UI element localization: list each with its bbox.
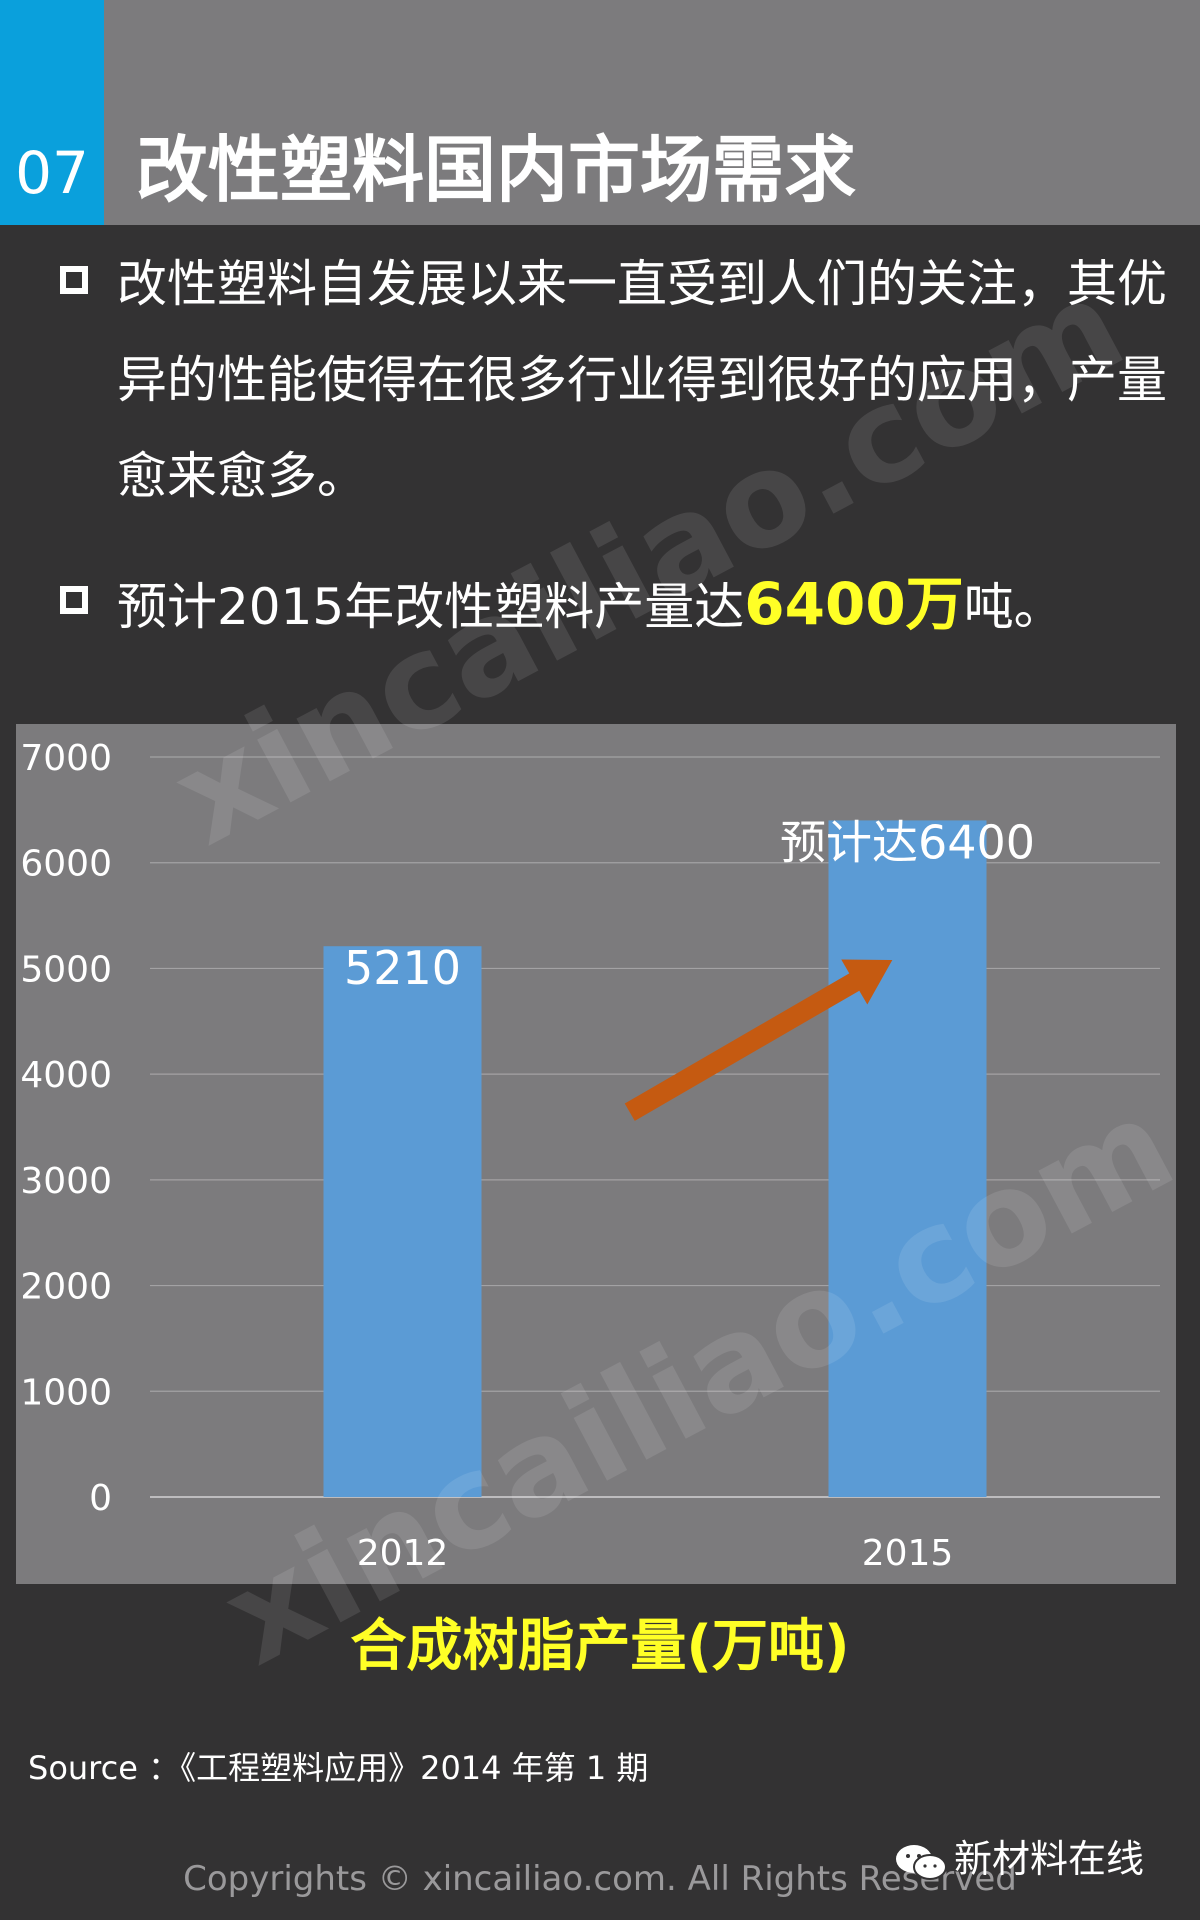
y-tick-label: 3000 — [20, 1161, 112, 1202]
page-title: 改性塑料国内市场需求 — [136, 128, 857, 212]
copyright: Copyrights © xincailiao.com. All Rights … — [183, 1859, 1017, 1899]
y-tick-label: 5000 — [20, 949, 112, 990]
y-tick-label: 1000 — [20, 1372, 112, 1413]
bar-2015 — [828, 820, 987, 1497]
bullet-2-suffix: 吨。 — [963, 578, 1064, 636]
square-bullet-icon — [60, 266, 88, 294]
section-number-badge: 07 — [0, 0, 104, 225]
square-bullet-icon — [60, 586, 88, 614]
y-tick-label: 6000 — [20, 844, 112, 885]
x-tick-label: 2015 — [862, 1533, 954, 1574]
source-note: Source ：《工程塑料应用》2014 年第 1 期 — [28, 1749, 649, 1787]
bar-2012 — [323, 946, 482, 1497]
bullet-2: 预计2015年改性塑料产量达6400万吨。 — [60, 556, 1170, 655]
bullet-2-highlight: 6400万 — [744, 570, 964, 638]
x-tick-label: 2012 — [357, 1533, 449, 1574]
brand-logo: 新材料在线 — [892, 1834, 1144, 1884]
y-tick-label: 2000 — [20, 1267, 112, 1308]
logo-text: 新材料在线 — [954, 1837, 1145, 1881]
bar-chart: 0 1000 2000 3000 4000 5000 6000 7000 5210 2012 预计达… — [16, 724, 1176, 1584]
y-tick-label: 4000 — [20, 1055, 112, 1096]
chart-svg: 0 1000 2000 3000 4000 5000 6000 7000 5210 2012 预计达… — [20, 738, 1160, 1574]
chart-title: 合成树脂产量(万吨) — [350, 1614, 850, 1679]
bullet-1: 改性塑料自发展以来一直受到人们的关注，其优异的性能使得在很多行业得到很好的应用，… — [60, 236, 1170, 524]
bullet-1-text: 改性塑料自发展以来一直受到人们的关注，其优异的性能使得在很多行业得到很好的应用，… — [117, 255, 1167, 505]
y-tick-label: 0 — [89, 1478, 112, 1519]
section-number: 07 — [15, 139, 89, 207]
bullet-2-text: 预计2015年改性塑料产量达6400万吨。 — [117, 556, 1170, 655]
y-tick-label: 7000 — [20, 738, 112, 779]
bullet-2-prefix: 预计2015年改性塑料产量达 — [117, 578, 745, 636]
data-label: 5210 — [344, 941, 461, 995]
data-label: 预计达6400 — [780, 815, 1035, 869]
header-bar — [0, 0, 1200, 225]
trend-arrow-icon — [624, 959, 893, 1121]
wechat-icon — [896, 1844, 947, 1880]
